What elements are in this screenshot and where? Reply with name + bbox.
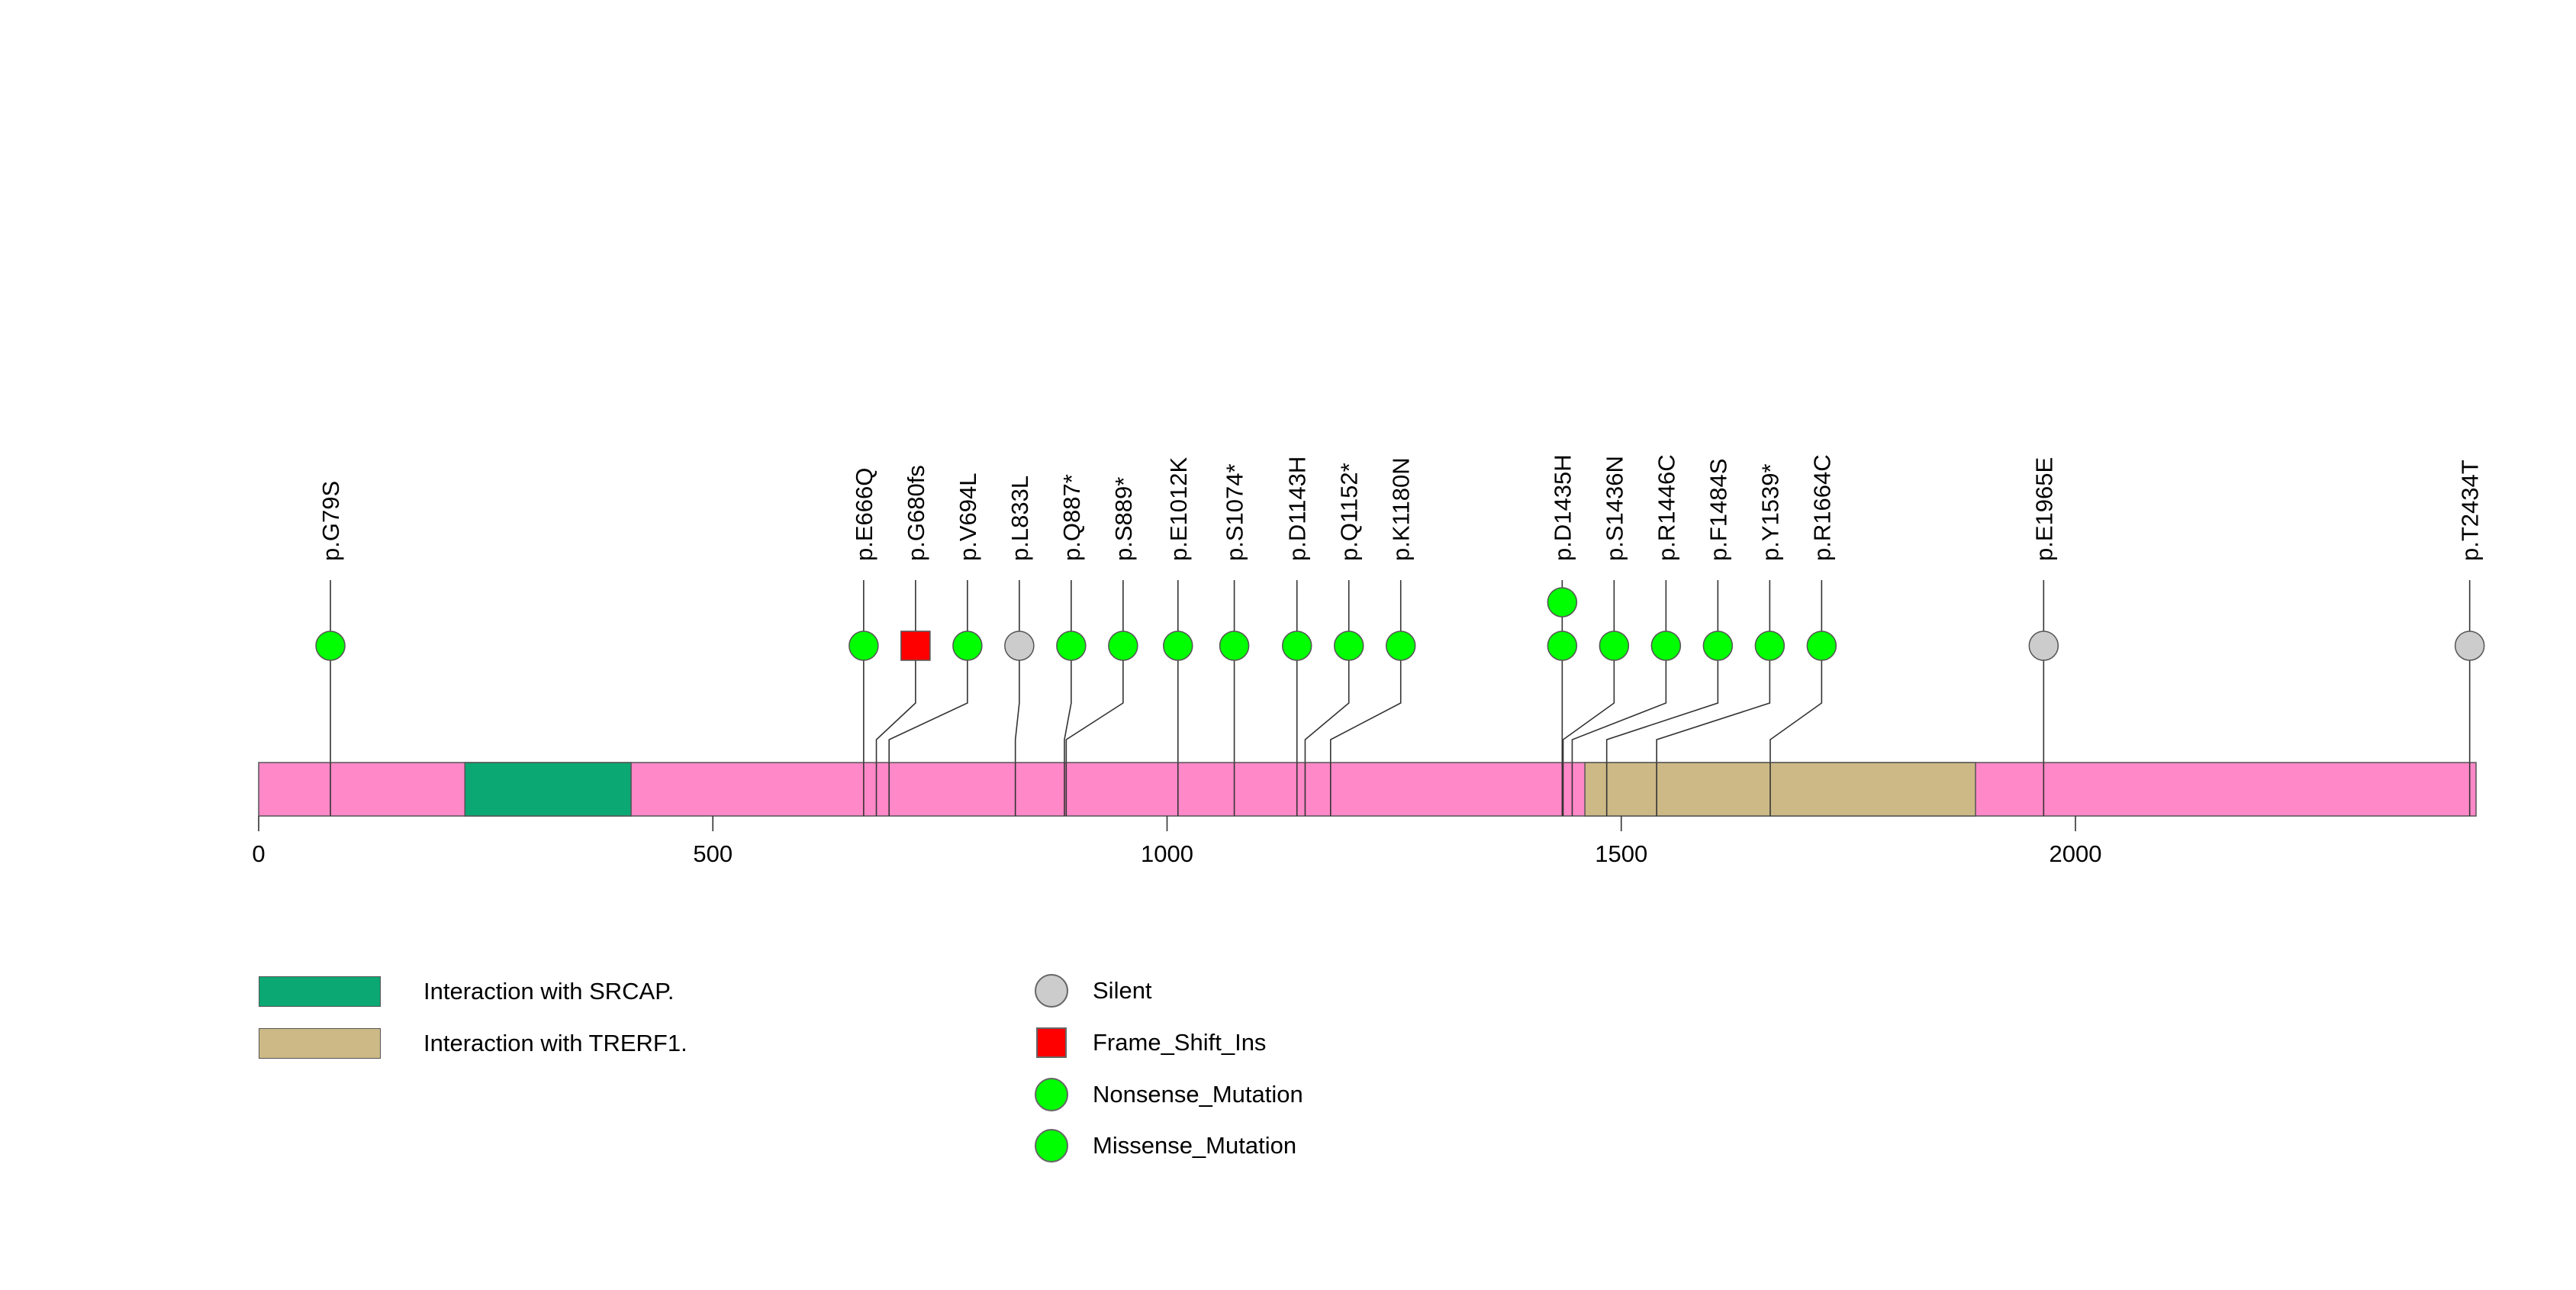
- mutation-label-p-e666q: p.E666Q: [851, 468, 877, 561]
- marker-p-q887: [1056, 630, 1087, 661]
- mutation-label-p-s1436n: p.S1436N: [1601, 456, 1628, 561]
- mutation-label-p-v694l: p.V694L: [955, 473, 981, 562]
- legend-label-trerf1: Interaction with TRERF1.: [423, 1030, 687, 1056]
- mutation-label-p-t2434t: p.T2434T: [2457, 460, 2484, 561]
- marker-p-e1965e: [2028, 630, 2059, 661]
- marker-p-e666q: [848, 630, 879, 661]
- mutation-label-p-d1143h: p.D1143H: [1284, 456, 1311, 561]
- axis-layer: 0 500 1000 1500 2000: [252, 816, 2101, 867]
- mutation-label-p-f1484s: p.F1484S: [1705, 459, 1731, 561]
- markers-layer: [315, 587, 2485, 661]
- silent-circle-icon: [1035, 974, 1068, 1008]
- mutation-label-p-r1664c: p.R1664C: [1808, 454, 1835, 561]
- mutation-label-p-k1180n: p.K1180N: [1388, 457, 1415, 561]
- marker-p-r1446c: [1650, 630, 1682, 661]
- legend-domain-trerf1: Interaction with TRERF1.: [259, 1028, 687, 1059]
- marker-p-s1074: [1219, 630, 1250, 661]
- legend-swatch-srcap: [259, 976, 381, 1007]
- marker-p-v694l: [952, 630, 983, 661]
- marker-p-r1664c: [1806, 630, 1837, 661]
- marker-p-k1180n: [1385, 630, 1416, 661]
- mutation-label-p-s889: p.S889*: [1110, 477, 1137, 561]
- axis-tick-label-1500: 1500: [1595, 840, 1647, 867]
- mutation-label-p-s1074: p.S1074*: [1222, 463, 1248, 561]
- mutation-label-p-e1012k: p.E1012K: [1165, 457, 1192, 561]
- backbone-layer: [258, 762, 2477, 817]
- marker-p-y1539: [1754, 630, 1785, 661]
- marker-p-t2434t: [2454, 630, 2485, 661]
- legend-label-nonsense: Nonsense_Mutation: [1093, 1081, 1303, 1108]
- legend-mutation-frameshift: Frame_Shift_Ins: [1033, 1024, 1266, 1061]
- marker-p-d1143h: [1281, 630, 1312, 661]
- mutation-label-p-q1152: p.Q1152*: [1336, 463, 1363, 561]
- mutation-label-p-d1435h: p.D1435H: [1549, 454, 1576, 561]
- mutation-label-p-l833l: p.L833L: [1006, 476, 1033, 561]
- legend-swatch-trerf1: [259, 1028, 381, 1059]
- legend-label-srcap: Interaction with SRCAP.: [423, 978, 675, 1005]
- axis-tick-label-1000: 1000: [1141, 840, 1193, 867]
- marker-p-e1012k: [1163, 630, 1193, 661]
- legend-domain-srcap: Interaction with SRCAP.: [259, 976, 675, 1007]
- mutation-label-p-e1965e: p.E1965E: [2030, 457, 2057, 561]
- marker-p-d1435h-1: [1547, 630, 1578, 661]
- frameshift-square-icon: [1036, 1027, 1067, 1058]
- mutation-label-p-q887: p.Q887*: [1058, 474, 1085, 561]
- legend-label-missense: Missense_Mutation: [1093, 1132, 1297, 1159]
- axis-tick-label-0: 0: [252, 840, 265, 867]
- marker-p-q1152: [1333, 630, 1364, 661]
- missense-circle-icon: [1035, 1129, 1068, 1163]
- mutation-label-p-y1539: p.Y1539*: [1757, 463, 1783, 561]
- labels-layer: p.G79S p.E666Q p.G680fs p.V694L p.L833L p.Q88…: [317, 454, 2484, 561]
- legend-mutation-missense: Missense_Mutation: [1033, 1127, 1296, 1164]
- marker-p-s889: [1108, 630, 1138, 661]
- mutation-label-p-g79s: p.G79S: [317, 481, 344, 561]
- marker-p-l833l: [1004, 630, 1035, 661]
- axis-tick-label-500: 500: [693, 840, 733, 867]
- mutation-label-p-g680fs: p.G680fs: [903, 465, 929, 561]
- domain-interaction-with-trerf1: [1584, 762, 1976, 817]
- legend-mutation-silent: Silent: [1033, 972, 1152, 1009]
- nonsense-circle-icon: [1035, 1078, 1068, 1111]
- marker-p-s1436n: [1599, 630, 1630, 661]
- legend-label-silent: Silent: [1093, 977, 1152, 1004]
- axis-tick-label-2000: 2000: [2050, 840, 2102, 867]
- marker-p-g680fs: [900, 630, 931, 661]
- marker-p-f1484s: [1702, 630, 1734, 661]
- marker-p-d1435h-2: [1547, 587, 1578, 618]
- legend-label-frameshift: Frame_Shift_Ins: [1093, 1029, 1267, 1056]
- domain-interaction-with-srcap: [464, 762, 632, 817]
- legend-mutation-nonsense: Nonsense_Mutation: [1033, 1076, 1303, 1113]
- marker-p-g79s: [315, 630, 346, 661]
- mutation-label-p-r1446c: p.R1446C: [1653, 454, 1679, 561]
